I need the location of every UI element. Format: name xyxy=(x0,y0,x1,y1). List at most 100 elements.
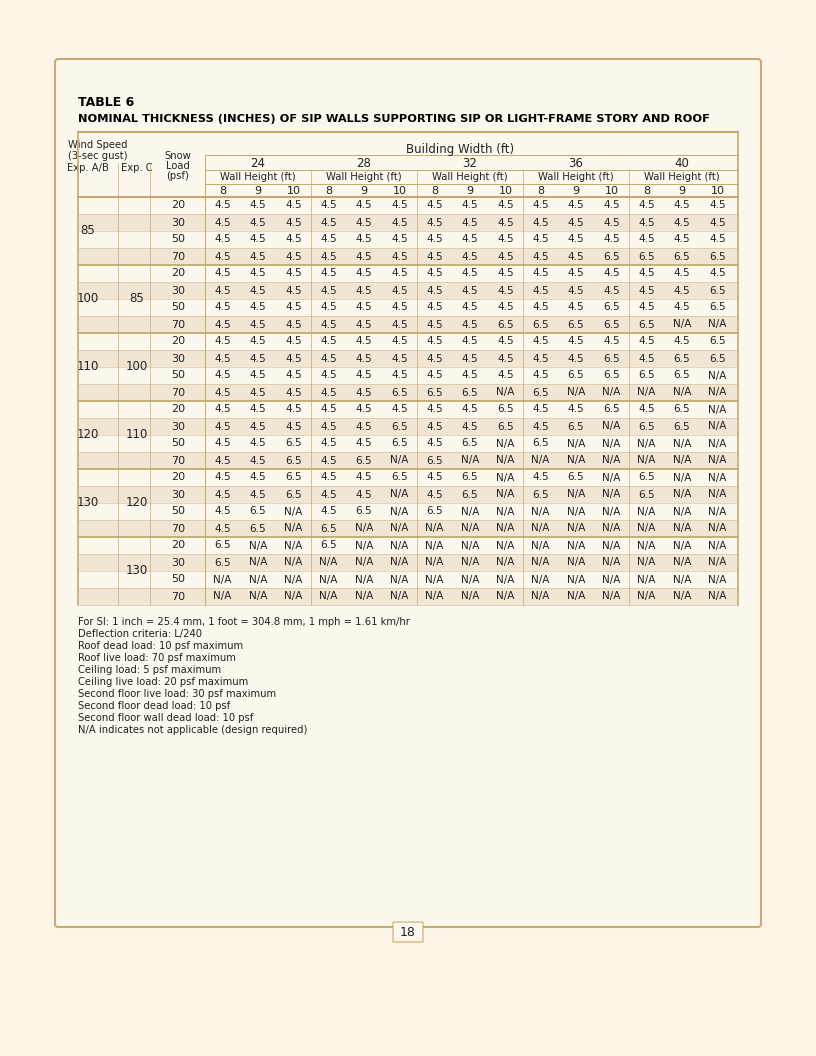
Text: 6.5: 6.5 xyxy=(638,320,655,329)
Text: 4.5: 4.5 xyxy=(250,490,266,499)
Text: 6.5: 6.5 xyxy=(603,302,619,313)
Text: N/A: N/A xyxy=(320,558,338,567)
Text: 4.5: 4.5 xyxy=(391,302,408,313)
Text: 6.5: 6.5 xyxy=(285,455,302,466)
Text: 4.5: 4.5 xyxy=(391,218,408,227)
Text: N/A: N/A xyxy=(602,490,620,499)
Text: 4.5: 4.5 xyxy=(250,302,266,313)
Text: N/A: N/A xyxy=(602,388,620,397)
Text: N/A: N/A xyxy=(708,320,726,329)
Text: 6.5: 6.5 xyxy=(638,251,655,262)
Text: 4.5: 4.5 xyxy=(532,354,549,363)
Text: 6.5: 6.5 xyxy=(532,438,549,449)
Text: N/A: N/A xyxy=(567,388,585,397)
Text: 4.5: 4.5 xyxy=(709,201,725,210)
Bar xyxy=(79,316,737,333)
Text: N/A: N/A xyxy=(214,574,232,585)
Text: 6.5: 6.5 xyxy=(603,320,619,329)
Text: 4.5: 4.5 xyxy=(356,201,372,210)
Text: 4.5: 4.5 xyxy=(321,438,337,449)
Text: N/A: N/A xyxy=(602,591,620,602)
Text: TABLE 6: TABLE 6 xyxy=(78,96,135,109)
Text: 4.5: 4.5 xyxy=(426,218,443,227)
Text: 6.5: 6.5 xyxy=(497,320,513,329)
Text: N/A: N/A xyxy=(496,472,515,483)
Text: N/A: N/A xyxy=(390,541,409,550)
Text: 4.5: 4.5 xyxy=(285,421,302,432)
Text: N/A: N/A xyxy=(602,507,620,516)
Text: 4.5: 4.5 xyxy=(497,201,513,210)
Text: N/A: N/A xyxy=(390,455,409,466)
Text: 4.5: 4.5 xyxy=(215,455,231,466)
Text: 4.5: 4.5 xyxy=(568,337,584,346)
Text: 4.5: 4.5 xyxy=(250,337,266,346)
Text: 120: 120 xyxy=(126,496,149,509)
Text: 4.5: 4.5 xyxy=(321,234,337,245)
FancyBboxPatch shape xyxy=(393,922,423,942)
Text: 4.5: 4.5 xyxy=(603,218,619,227)
Text: 4.5: 4.5 xyxy=(462,251,478,262)
Text: Deflection criteria: L/240: Deflection criteria: L/240 xyxy=(78,629,202,639)
Text: 4.5: 4.5 xyxy=(638,302,655,313)
Text: 4.5: 4.5 xyxy=(285,234,302,245)
Text: 4.5: 4.5 xyxy=(356,388,372,397)
Text: 4.5: 4.5 xyxy=(638,285,655,296)
Text: Wall Height (ft): Wall Height (ft) xyxy=(644,172,720,182)
Bar xyxy=(79,520,737,538)
Text: 130: 130 xyxy=(77,496,99,509)
Text: N/A: N/A xyxy=(531,507,550,516)
Text: 6.5: 6.5 xyxy=(321,524,337,533)
Text: 4.5: 4.5 xyxy=(285,251,302,262)
Text: 6.5: 6.5 xyxy=(285,490,302,499)
Text: N/A: N/A xyxy=(708,371,726,380)
Text: 4.5: 4.5 xyxy=(568,404,584,415)
Text: N/A: N/A xyxy=(461,558,479,567)
Text: N/A: N/A xyxy=(496,591,515,602)
Text: 10: 10 xyxy=(605,186,619,196)
Text: 4.5: 4.5 xyxy=(321,507,337,516)
Text: 8: 8 xyxy=(220,186,226,196)
Text: N/A: N/A xyxy=(637,455,656,466)
Text: N/A: N/A xyxy=(708,388,726,397)
Text: N/A: N/A xyxy=(531,455,550,466)
Text: N/A: N/A xyxy=(461,524,479,533)
Text: 4.5: 4.5 xyxy=(497,285,513,296)
Text: 6.5: 6.5 xyxy=(426,507,443,516)
Text: 4.5: 4.5 xyxy=(250,354,266,363)
Text: 4.5: 4.5 xyxy=(426,251,443,262)
Text: 4.5: 4.5 xyxy=(603,201,619,210)
Text: N/A: N/A xyxy=(461,574,479,585)
Text: N/A: N/A xyxy=(673,455,691,466)
Text: 4.5: 4.5 xyxy=(250,285,266,296)
Bar xyxy=(79,384,737,401)
Text: 4.5: 4.5 xyxy=(391,354,408,363)
Text: N/A: N/A xyxy=(461,541,479,550)
Text: 4.5: 4.5 xyxy=(391,285,408,296)
Text: 4.5: 4.5 xyxy=(426,268,443,279)
Text: 9: 9 xyxy=(573,186,579,196)
Text: 4.5: 4.5 xyxy=(285,337,302,346)
Text: 70: 70 xyxy=(171,251,185,262)
Text: 30: 30 xyxy=(171,421,185,432)
Text: N/A: N/A xyxy=(708,524,726,533)
Text: N/A: N/A xyxy=(249,591,267,602)
Text: 6.5: 6.5 xyxy=(709,251,725,262)
Text: 4.5: 4.5 xyxy=(285,201,302,210)
Text: 6.5: 6.5 xyxy=(603,371,619,380)
Text: 4.5: 4.5 xyxy=(215,234,231,245)
Text: N/A: N/A xyxy=(708,404,726,415)
Text: 4.5: 4.5 xyxy=(709,218,725,227)
Text: 6.5: 6.5 xyxy=(356,455,372,466)
Text: N/A: N/A xyxy=(249,541,267,550)
Text: Snow: Snow xyxy=(165,151,192,161)
Text: 4.5: 4.5 xyxy=(532,371,549,380)
Text: N/A: N/A xyxy=(637,541,656,550)
Text: 4.5: 4.5 xyxy=(426,337,443,346)
Text: 4.5: 4.5 xyxy=(356,354,372,363)
Text: 4.5: 4.5 xyxy=(285,388,302,397)
Text: 4.5: 4.5 xyxy=(215,472,231,483)
Text: (psf): (psf) xyxy=(166,171,189,181)
Text: 4.5: 4.5 xyxy=(356,320,372,329)
Text: N/A: N/A xyxy=(673,388,691,397)
Text: N/A: N/A xyxy=(214,591,232,602)
